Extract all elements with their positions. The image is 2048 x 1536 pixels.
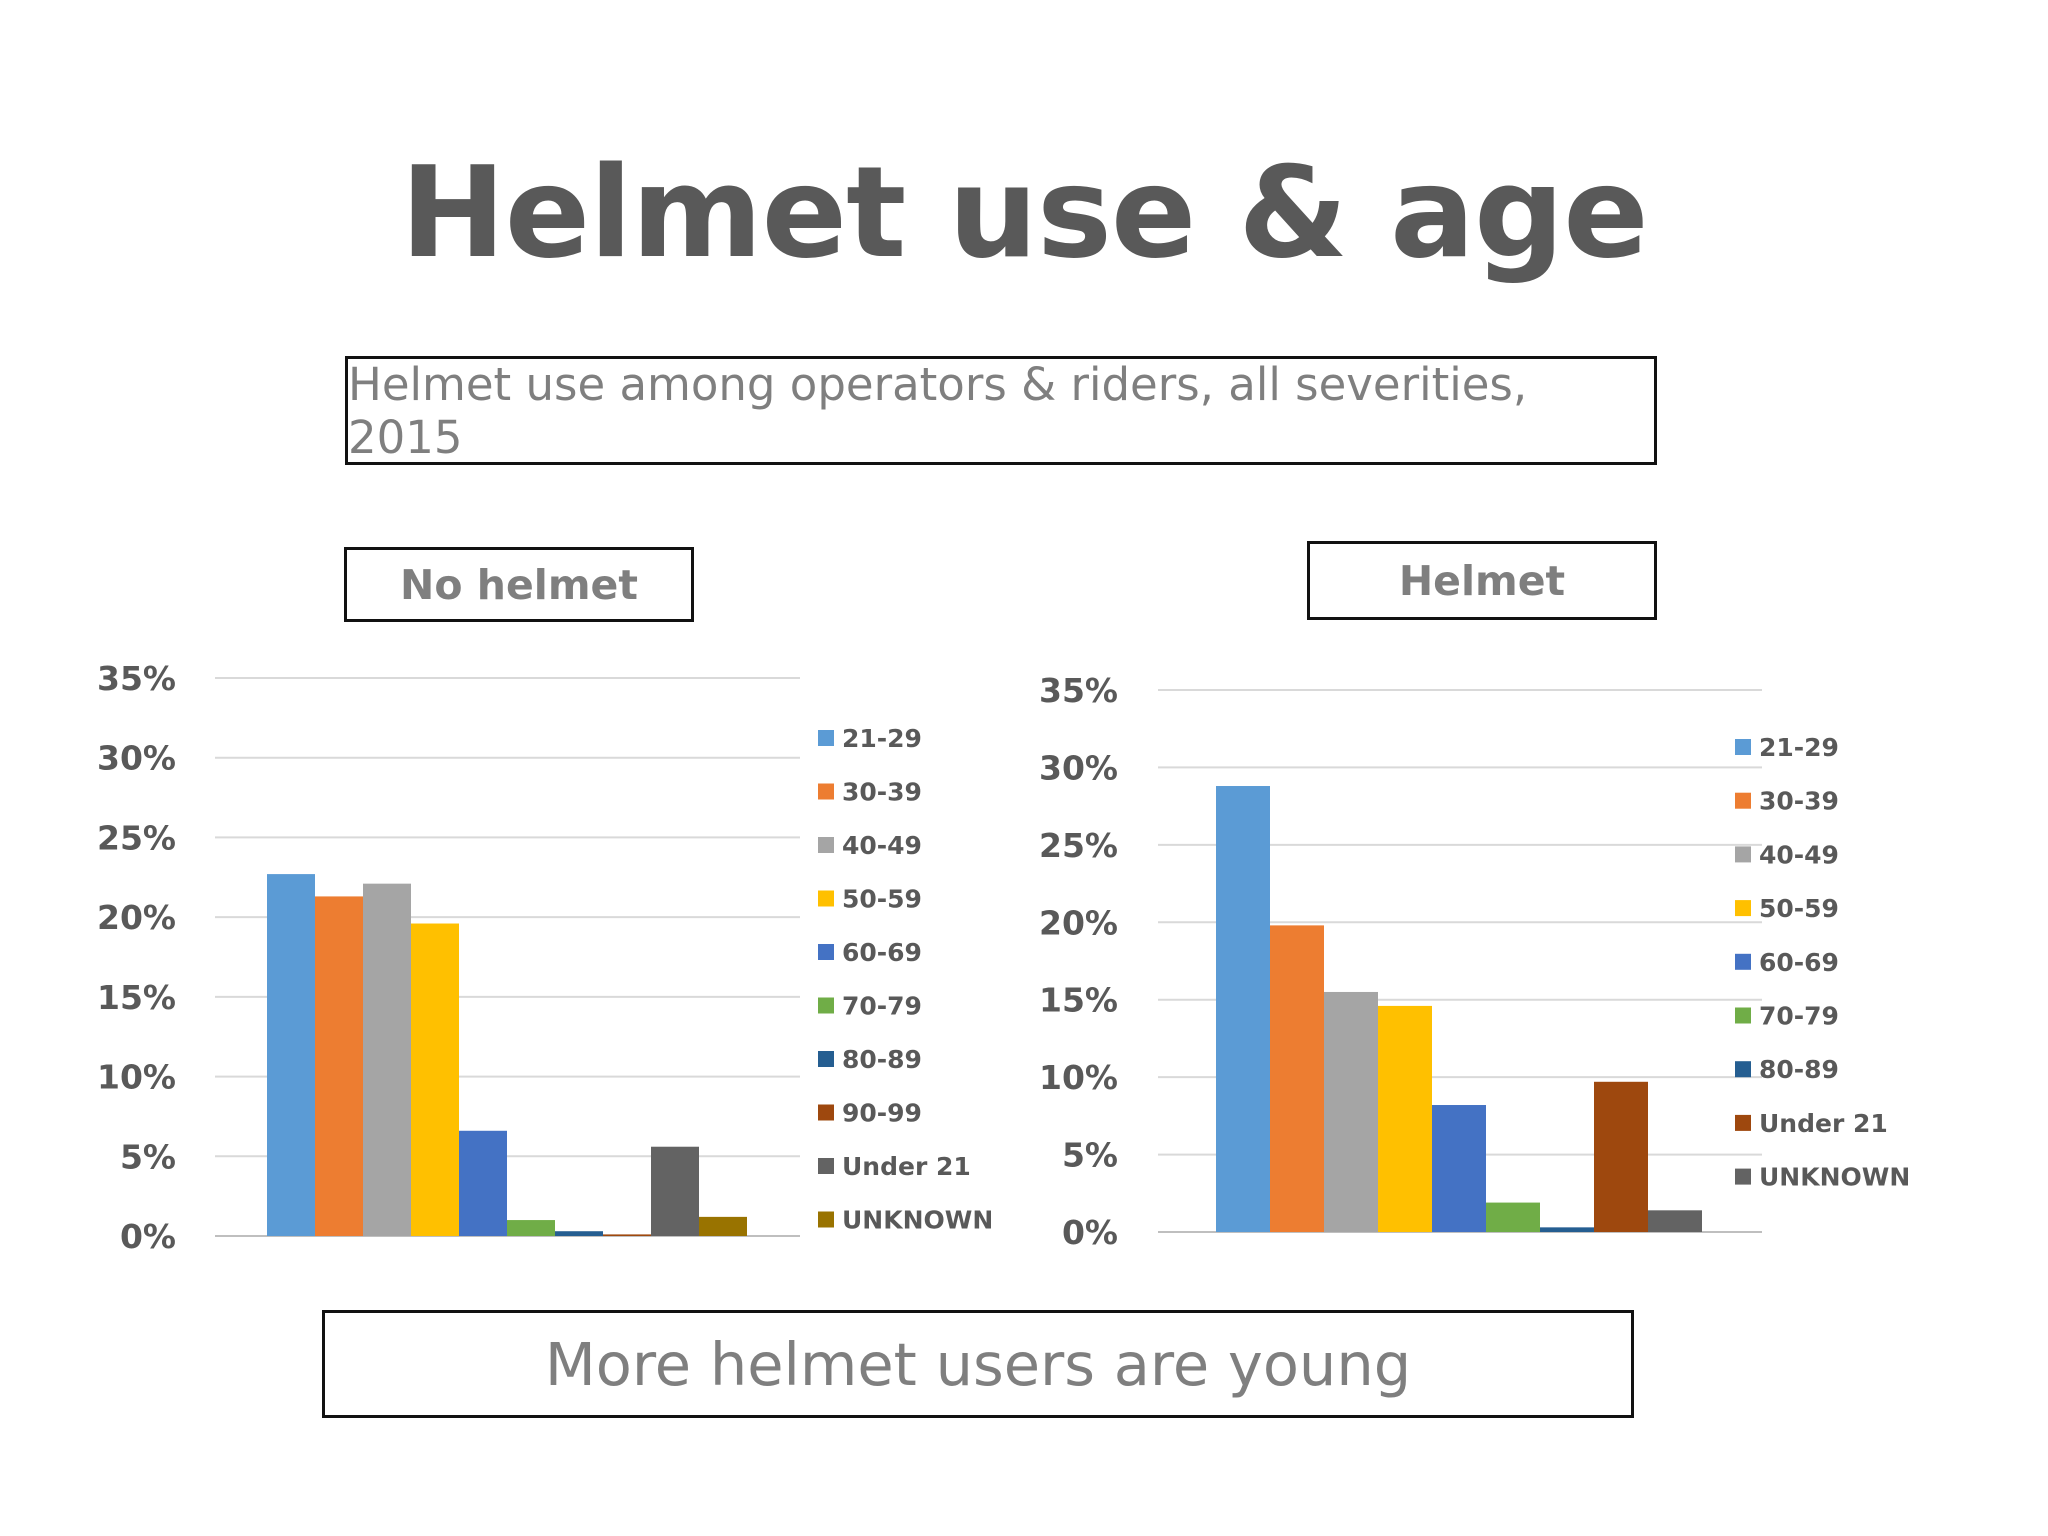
no-helmet-legend-label: 21-29 xyxy=(842,724,922,753)
helmet-y-tick-label: 25% xyxy=(1039,826,1118,865)
helmet-legend-label: 50-59 xyxy=(1759,894,1839,923)
conclusion-text: More helmet users are young xyxy=(544,1329,1412,1399)
subtitle-box: Helmet use among operators & riders, all… xyxy=(345,356,1657,465)
helmet-bar-under-21 xyxy=(1594,1081,1648,1232)
helmet-legend-label: 21-29 xyxy=(1759,733,1839,762)
no-helmet-y-tick-label: 20% xyxy=(97,898,176,937)
helmet-legend-swatch xyxy=(1735,792,1751,809)
helmet-bar-30-39 xyxy=(1270,925,1324,1232)
no-helmet-bar-60-69 xyxy=(459,1130,507,1236)
helmet-legend-label: 30-39 xyxy=(1759,787,1839,816)
no-helmet-legend-label: 50-59 xyxy=(842,885,922,914)
helmet-label-box: Helmet xyxy=(1307,541,1657,620)
no-helmet-legend-label: 60-69 xyxy=(842,938,922,967)
helmet-legend-swatch xyxy=(1735,900,1751,917)
helmet-y-tick-label: 0% xyxy=(1062,1213,1118,1252)
no-helmet-legend-swatch xyxy=(818,783,834,800)
helmet-chart-title: Helmet xyxy=(1398,556,1566,605)
no-helmet-legend-label: 70-79 xyxy=(842,992,922,1021)
helmet-bar-50-59 xyxy=(1378,1005,1432,1232)
no-helmet-bar-unknown xyxy=(699,1216,747,1236)
helmet-y-tick-label: 15% xyxy=(1039,981,1118,1020)
helmet-legend-swatch xyxy=(1735,739,1751,755)
no-helmet-legend-swatch xyxy=(818,730,834,746)
no-helmet-legend-swatch xyxy=(818,1104,834,1121)
no-helmet-legend-swatch xyxy=(818,944,834,960)
helmet-y-tick-label: 5% xyxy=(1062,1136,1118,1175)
no-helmet-y-tick-label: 35% xyxy=(97,659,176,698)
no-helmet-legend-swatch xyxy=(818,890,834,907)
helmet-legend-swatch xyxy=(1735,1114,1751,1131)
no-helmet-bar-under-21 xyxy=(651,1146,699,1236)
helmet-legend-label: 80-89 xyxy=(1759,1055,1839,1084)
no-helmet-bar-40-49 xyxy=(363,883,411,1236)
no-helmet-y-tick-label: 0% xyxy=(120,1217,176,1256)
no-helmet-legend-swatch xyxy=(818,1051,834,1067)
no-helmet-y-tick-label: 10% xyxy=(97,1058,176,1097)
no-helmet-bar-80-89 xyxy=(555,1231,603,1236)
subtitle-text: Helmet use among operators & riders, all… xyxy=(348,357,1528,464)
helmet-y-tick-label: 10% xyxy=(1039,1058,1118,1097)
no-helmet-legend-label: 90-99 xyxy=(842,1099,922,1128)
no-helmet-legend-swatch xyxy=(818,1211,834,1228)
helmet-y-tick-label: 35% xyxy=(1039,671,1118,710)
helmet-bar-70-79 xyxy=(1486,1202,1540,1232)
no-helmet-legend-label: UNKNOWN xyxy=(842,1206,993,1235)
no-helmet-y-tick-label: 25% xyxy=(97,818,176,857)
helmet-legend-swatch xyxy=(1735,953,1751,970)
no-helmet-bar-50-59 xyxy=(411,923,459,1236)
no-helmet-bar-30-39 xyxy=(315,896,363,1236)
no-helmet-y-tick-label: 15% xyxy=(97,978,176,1017)
no-helmet-legend-swatch xyxy=(818,837,834,853)
no-helmet-legend-label: 80-89 xyxy=(842,1045,922,1074)
helmet-legend-label: 70-79 xyxy=(1759,1002,1839,1031)
no-helmet-legend-swatch xyxy=(818,997,834,1014)
helmet-legend-swatch xyxy=(1735,1168,1751,1185)
helmet-legend-swatch xyxy=(1735,846,1751,863)
helmet-legend-label: Under 21 xyxy=(1759,1109,1888,1138)
conclusion-box: More helmet users are young xyxy=(322,1310,1634,1418)
slide-title: Helmet use & age xyxy=(400,139,1648,286)
helmet-legend-label: UNKNOWN xyxy=(1759,1163,1910,1192)
helmet-bar-21-29 xyxy=(1216,786,1270,1232)
helmet-legend-swatch xyxy=(1735,1007,1751,1024)
no-helmet-chart-title: No helmet xyxy=(400,560,638,609)
helmet-legend-swatch xyxy=(1735,1061,1751,1078)
helmet-bar-60-69 xyxy=(1432,1105,1486,1232)
helmet-bar-40-49 xyxy=(1324,991,1378,1232)
helmet-legend-label: 40-49 xyxy=(1759,840,1839,869)
no-helmet-bar-90-99 xyxy=(603,1234,651,1236)
no-helmet-y-tick-label: 30% xyxy=(97,739,176,778)
no-helmet-bar-70-79 xyxy=(507,1220,555,1236)
no-helmet-legend-swatch xyxy=(818,1158,834,1174)
helmet-legend-label: 60-69 xyxy=(1759,948,1839,977)
no-helmet-label-box: No helmet xyxy=(344,547,694,622)
helmet-y-tick-label: 20% xyxy=(1039,903,1118,942)
no-helmet-y-tick-label: 5% xyxy=(120,1137,176,1176)
helmet-bar-80-89 xyxy=(1540,1227,1594,1232)
no-helmet-legend-label: 40-49 xyxy=(842,831,922,860)
helmet-y-tick-label: 30% xyxy=(1039,748,1118,787)
no-helmet-legend-label: Under 21 xyxy=(842,1152,971,1181)
no-helmet-bar-21-29 xyxy=(267,874,315,1236)
no-helmet-legend-label: 30-39 xyxy=(842,778,922,807)
helmet-bar-unknown xyxy=(1648,1210,1702,1232)
